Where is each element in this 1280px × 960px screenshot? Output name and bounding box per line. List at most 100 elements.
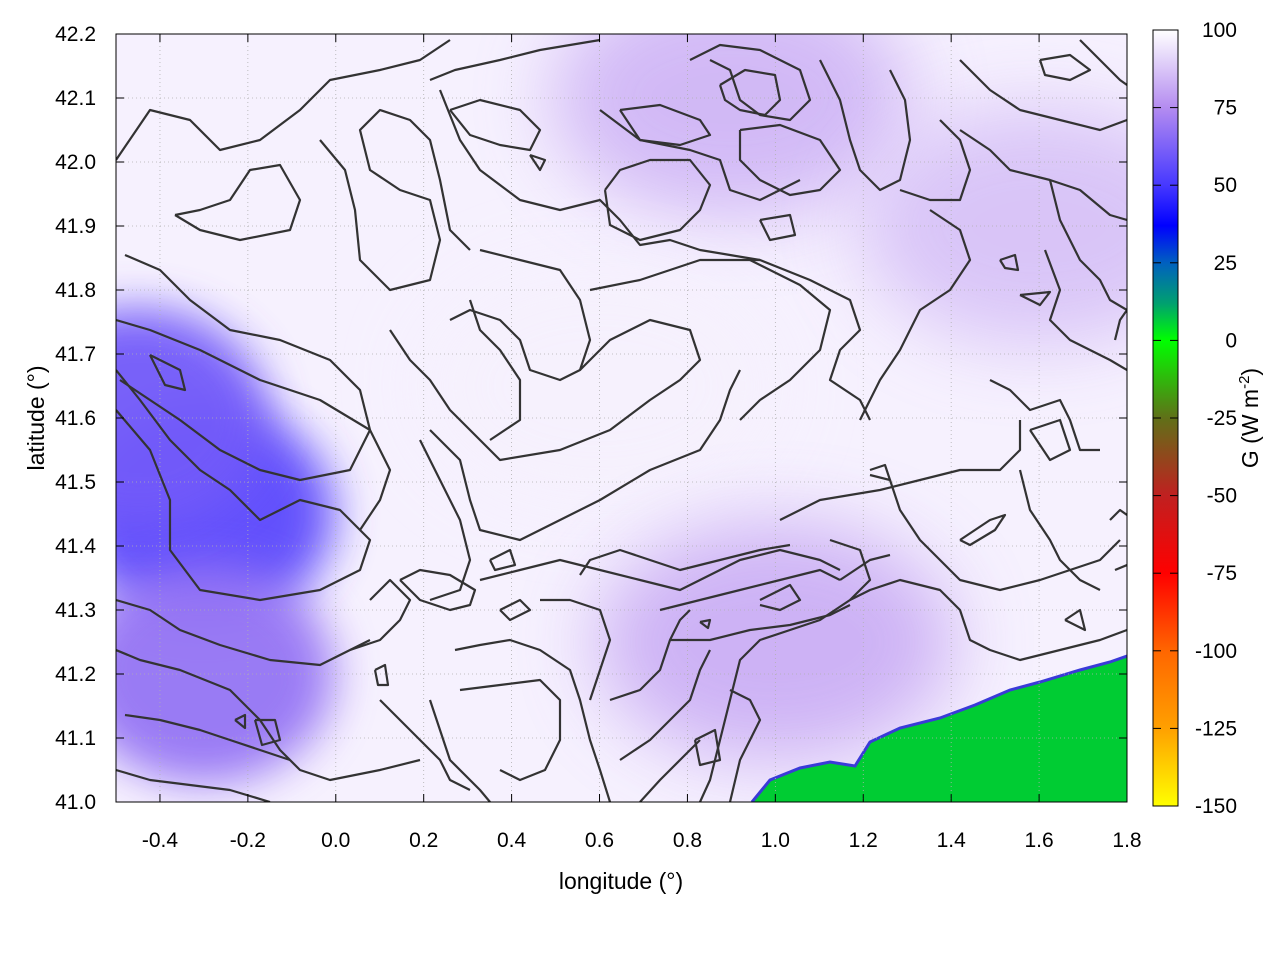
contour-line	[449, 248, 592, 382]
contour-line	[489, 548, 517, 572]
contour-line	[959, 59, 1127, 132]
colorbar-tick-label: -25	[1207, 407, 1237, 430]
contour-line	[759, 583, 802, 612]
y-tick-label: 42.0	[55, 151, 96, 174]
contour-line	[116, 369, 372, 602]
contour-line	[479, 548, 841, 592]
contour-line	[428, 699, 491, 802]
x-tick-label: -0.4	[142, 829, 179, 852]
contour-line	[399, 568, 477, 612]
contour-line	[1064, 608, 1087, 632]
x-axis-title: longitude (°)	[559, 868, 683, 894]
contour-line	[499, 598, 532, 622]
y-tick-label: 42.1	[55, 87, 96, 110]
contour-line	[888, 479, 1121, 592]
contour-line	[116, 39, 451, 161]
y-tick-label: 41.6	[55, 407, 96, 430]
field-blob	[551, 34, 912, 218]
contour-line	[1029, 418, 1072, 462]
contour-line	[540, 598, 612, 701]
colorbar-tick-label: -125	[1195, 717, 1237, 740]
contour-line	[174, 163, 302, 242]
contour-line	[1043, 249, 1127, 371]
contour-lines	[116, 38, 1127, 802]
contour-line	[759, 213, 797, 242]
x-tick-label: 1.4	[937, 829, 967, 852]
contour-line	[379, 699, 471, 791]
contour-line	[1019, 290, 1052, 307]
contour-line	[839, 553, 891, 581]
colorbar-title-superscript: -2	[1236, 376, 1253, 389]
contour-line	[234, 713, 247, 730]
contour-line	[659, 568, 841, 612]
contour-line	[699, 618, 712, 630]
y-tick-label: 41.1	[55, 727, 96, 750]
contour-line	[728, 689, 762, 802]
x-tick-label: 0.8	[673, 829, 702, 852]
contour-line	[124, 713, 291, 762]
x-tick-label: 0.6	[585, 829, 614, 852]
x-axis: -0.4 -0.2 0.0 0.2 0.4 0.6 0.8 1.0 1.2 1.4 1.6 1.8	[142, 34, 1142, 852]
contour-line	[989, 379, 1100, 452]
x-tick-label: 1.2	[849, 829, 878, 852]
colorbar-title: G (W m-2)	[1236, 368, 1263, 468]
x-tick-label: 0.4	[497, 829, 527, 852]
contour-line	[1038, 53, 1092, 82]
contour-line	[579, 543, 791, 576]
contour-line	[1114, 563, 1127, 572]
y-tick-label: 41.9	[55, 215, 96, 238]
contour-line	[693, 728, 722, 767]
y-tick-label: 41.5	[55, 471, 96, 494]
contour-line	[603, 158, 712, 242]
x-tick-label: 1.0	[761, 829, 790, 852]
contour-line	[619, 649, 711, 761]
contour-line	[429, 38, 601, 82]
x-tick-label: -0.2	[230, 829, 266, 852]
y-tick-label: 41.2	[55, 663, 96, 686]
contour-line	[419, 439, 472, 602]
contour-line	[1109, 508, 1127, 521]
contour-line	[779, 420, 1022, 521]
contour-line	[1048, 179, 1127, 311]
contour-line	[449, 98, 542, 152]
contour-line	[819, 59, 912, 192]
colorbar-tick-label: 75	[1214, 97, 1237, 120]
colorbar-tick-label: -150	[1195, 795, 1237, 818]
contour-line	[116, 318, 392, 531]
contour-line	[438, 89, 761, 262]
contour-line	[389, 318, 702, 462]
y-tick-label: 41.4	[55, 535, 96, 558]
x-tick-label: 0.2	[409, 829, 438, 852]
contour-line	[116, 648, 421, 782]
field-blob	[116, 564, 334, 784]
contour-line	[319, 108, 471, 292]
contour-line	[689, 43, 812, 122]
colorbar-tick-label: -50	[1207, 485, 1237, 508]
contour-line	[454, 638, 612, 802]
contour-line	[999, 253, 1020, 272]
contour-line	[253, 718, 282, 747]
y-tick-label: 41.0	[55, 791, 96, 814]
contour-line	[1113, 309, 1127, 341]
colorbar-tick-label: -100	[1195, 640, 1237, 663]
colorbar-title-close: )	[1237, 368, 1263, 376]
contour-line	[670, 604, 851, 642]
colorbar-title-main: G (W m	[1237, 389, 1263, 468]
contour-line	[149, 354, 187, 392]
y-tick-label: 41.8	[55, 279, 96, 302]
y-axis-title: latitude (°)	[23, 365, 49, 470]
contour-line	[869, 463, 892, 482]
contour-line	[1018, 469, 1101, 591]
contour-line	[529, 153, 547, 172]
contour-line	[459, 678, 562, 782]
contour-line	[899, 119, 972, 202]
colorbar-tick-label: 100	[1202, 19, 1237, 42]
x-tick-label: 0.0	[321, 829, 350, 852]
contour-line	[589, 258, 871, 421]
contour-line	[429, 369, 741, 542]
x-tick-label: 1.8	[1112, 829, 1141, 852]
y-tick-label: 41.3	[55, 599, 96, 622]
contour-line	[349, 578, 412, 652]
y-tick-label: 41.7	[55, 343, 96, 366]
